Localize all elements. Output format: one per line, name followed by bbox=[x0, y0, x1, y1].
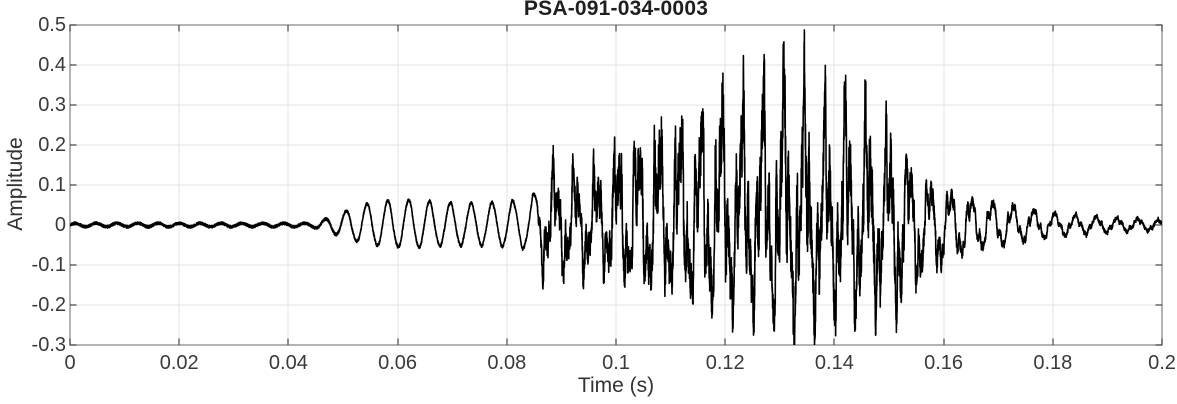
y-tick-label: 0.3 bbox=[38, 94, 66, 116]
chart-title: PSA-091-034-0003 bbox=[523, 0, 709, 20]
x-tick-label: 0.18 bbox=[1033, 352, 1073, 374]
x-tick-label: 0.16 bbox=[924, 352, 964, 374]
x-tick-label: 0.02 bbox=[159, 352, 199, 374]
x-tick-label: 0.04 bbox=[268, 352, 308, 374]
y-tick-label: -0.2 bbox=[31, 294, 66, 316]
x-tick-label: 0.06 bbox=[378, 352, 418, 374]
x-tick-label: 0 bbox=[64, 352, 76, 374]
x-tick-label: 0.14 bbox=[814, 352, 854, 374]
x-tick-label: 0.2 bbox=[1148, 352, 1176, 374]
y-tick-label: 0 bbox=[54, 214, 66, 236]
x-tick-label: 0.12 bbox=[705, 352, 745, 374]
x-tick-label: 0.08 bbox=[487, 352, 527, 374]
y-tick-label: -0.1 bbox=[31, 254, 66, 276]
y-tick-label: 0.1 bbox=[38, 174, 66, 196]
y-tick-label: 0.4 bbox=[38, 54, 66, 76]
x-tick-label: 0.1 bbox=[602, 352, 630, 374]
y-tick-label: -0.3 bbox=[31, 334, 66, 356]
y-tick-label: 0.5 bbox=[38, 14, 66, 36]
x-axis-label: Time (s) bbox=[577, 374, 655, 397]
y-tick-label: 0.2 bbox=[38, 134, 66, 156]
